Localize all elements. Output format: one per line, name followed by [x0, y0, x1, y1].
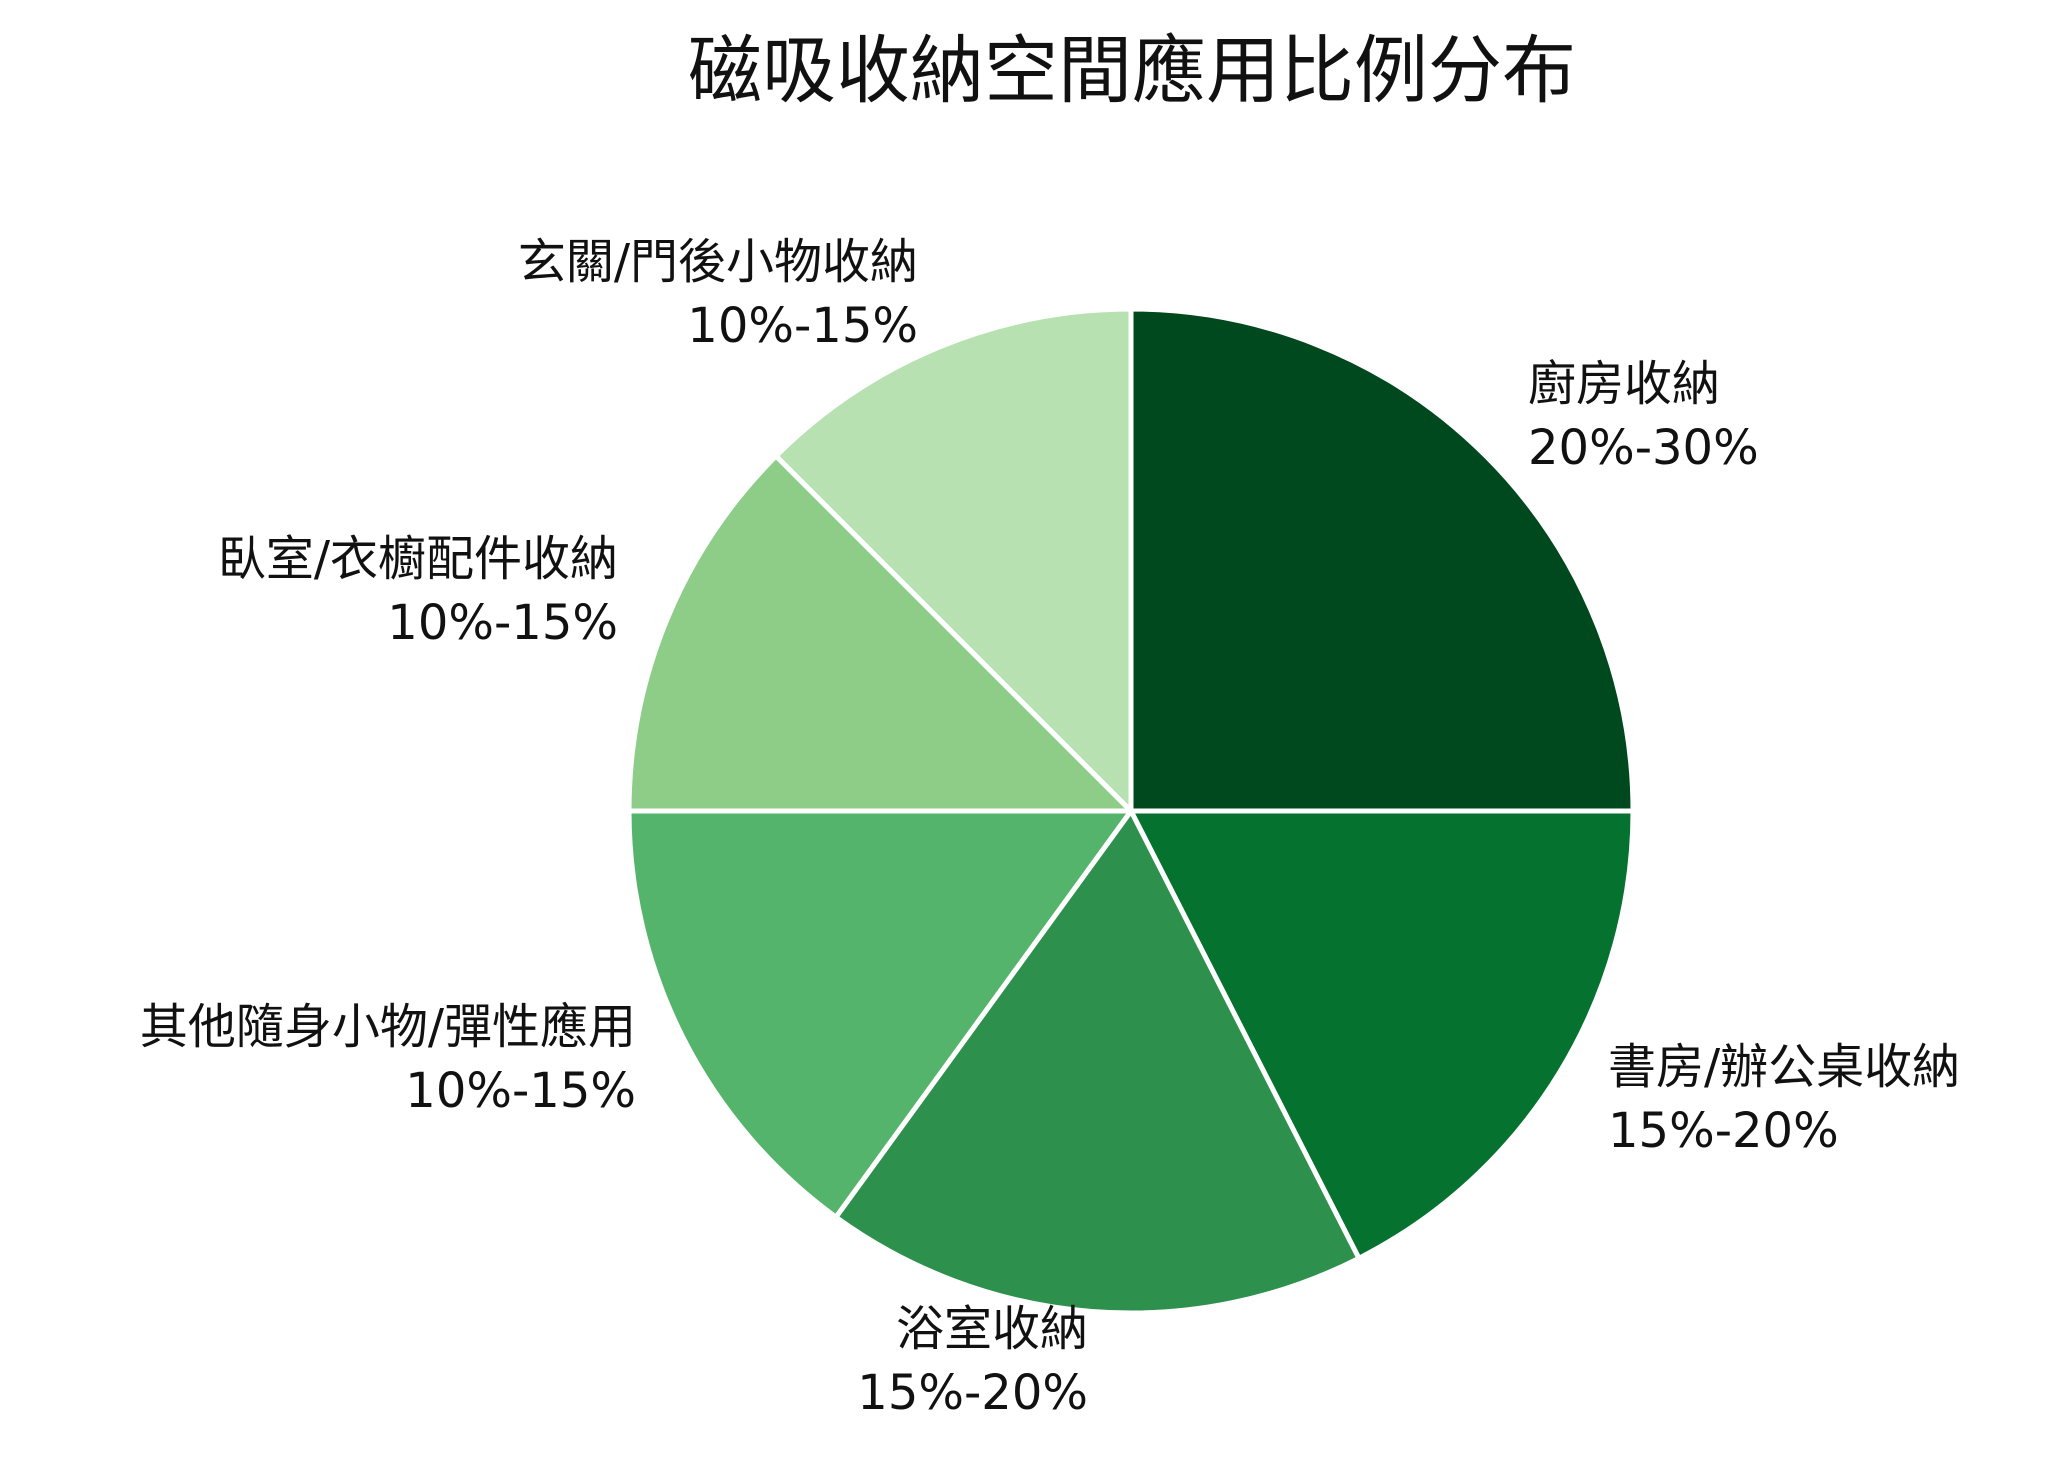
slice-range-label: 15%-20%: [857, 1365, 1088, 1421]
slice-range-label: 15%-20%: [1608, 1103, 1839, 1159]
slice-label: 玄關/門後小物收納: [518, 234, 918, 290]
chart-title: 磁吸收納空間應用比例分布: [688, 28, 1576, 114]
slice-range-label: 20%-30%: [1528, 420, 1759, 476]
pie-slice: [773, 306, 1134, 814]
slice-label: 廚房收納: [1528, 356, 1720, 412]
pie-slice: [1128, 306, 1636, 814]
slice-label: 浴室收納: [896, 1301, 1088, 1357]
slice-label: 其他隨身小物/彈性應用: [140, 999, 636, 1055]
slice-label: 臥室/衣櫥配件收納: [218, 531, 618, 587]
slice-range-label: 10%-15%: [387, 595, 618, 651]
pie-slice: [626, 453, 1134, 814]
slice-range-label: 10%-15%: [687, 298, 918, 354]
pie-slice: [1128, 808, 1636, 1261]
slice-range-label: 10%-15%: [405, 1063, 636, 1119]
pie-slice: [833, 808, 1362, 1316]
pie-slice: [626, 808, 1134, 1220]
slice-labels: 廚房收納 20%-30% 書房/辦公桌收納 15%-20% 浴室收納 15%-20% 其他隨…: [140, 234, 1960, 1421]
pie-slices: [626, 306, 1636, 1316]
slice-label: 書房/辦公桌收納: [1608, 1039, 1960, 1095]
